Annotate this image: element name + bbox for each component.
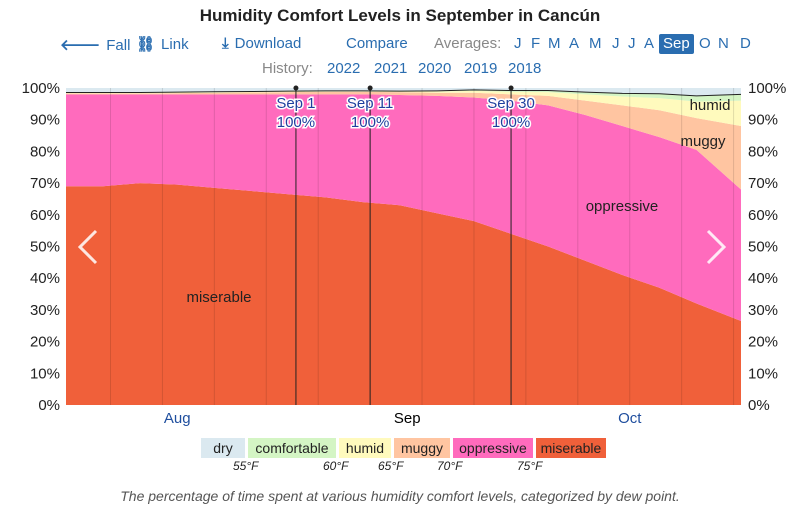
y-tick-label-left: 80%: [30, 143, 60, 160]
x-tick-label-aug: Aug: [164, 410, 191, 427]
legend-tick-70: 70°F: [437, 459, 463, 473]
marker-value-label: 100%: [277, 114, 315, 131]
y-tick-label-left: 90%: [30, 112, 60, 129]
y-tick-label-right: 10%: [748, 365, 778, 382]
y-tick-label-left: 70%: [30, 175, 60, 192]
marker-value-label: 100%: [351, 114, 389, 131]
y-tick-label-right: 30%: [748, 302, 778, 319]
month-may[interactable]: M: [589, 35, 602, 52]
legend-item-humid: humid: [339, 438, 391, 458]
y-tick-label-left: 0%: [38, 397, 60, 414]
history-label: History:: [262, 60, 313, 77]
year-2021[interactable]: 2021: [374, 60, 408, 77]
legend-item-oppressive: oppressive: [453, 438, 533, 458]
month-apr[interactable]: A: [569, 35, 580, 52]
y-tick-label-left: 30%: [30, 302, 60, 319]
averages-label: Averages:: [434, 35, 502, 52]
marker-dot: [367, 85, 373, 91]
area-oppressive: [66, 94, 741, 321]
legend-tick-75: 75°F: [517, 459, 543, 473]
month-jan[interactable]: J: [514, 35, 522, 52]
y-tick-label-right: 70%: [748, 175, 778, 192]
marker-date-label: Sep 1: [276, 95, 315, 112]
link-icon: ⛓: [136, 36, 156, 53]
download-label: Download: [234, 35, 302, 52]
area-label-miserable: miserable: [186, 289, 251, 306]
year-2019[interactable]: 2019: [464, 60, 498, 77]
area-dry: [66, 88, 741, 96]
marker-dot: [508, 85, 514, 91]
y-tick-label-right: 90%: [748, 112, 778, 129]
y-tick-label-left: 60%: [30, 207, 60, 224]
fall-button[interactable]: 🡐 Fall: [60, 35, 130, 54]
download-icon: ⤓: [222, 35, 229, 52]
y-tick-label-left: 50%: [30, 239, 60, 256]
marker-dot: [293, 85, 299, 91]
chart: 0% 0% 10% 10% 20% 20% 30% 30% 40% 40% 50% 50% 60% 60%…: [22, 80, 787, 427]
compare-button[interactable]: Compare: [346, 35, 408, 52]
area-comfortable: [66, 89, 741, 102]
y-tick-label-left: 40%: [30, 270, 60, 287]
y-tick-label-right: 50%: [748, 239, 778, 256]
y-tick-label-right: 0%: [748, 397, 770, 414]
x-tick-label-oct: Oct: [618, 410, 642, 427]
y-tick-label-right: 80%: [748, 143, 778, 160]
caption: The percentage of time spent at various …: [120, 488, 680, 504]
download-button[interactable]: ⤓ Download: [222, 35, 301, 52]
legend-tick-65: 65°F: [378, 459, 404, 473]
month-jul[interactable]: J: [628, 35, 636, 52]
legend-tick-60: 60°F: [323, 459, 349, 473]
area-label-humid: humid: [690, 97, 731, 114]
y-tick-label-left: 20%: [30, 334, 60, 351]
toolbar: 🡐 Fall ⛓ Link ⤓ Download Compare Averages: …: [0, 34, 800, 55]
legend-item-comfortable: comfortable: [248, 438, 336, 458]
area-label-oppressive: oppressive: [586, 198, 659, 215]
arrow-left-icon: 🡐: [60, 37, 101, 54]
next-month-icon[interactable]: [706, 229, 727, 265]
x-tick-label-sep: Sep: [394, 410, 421, 427]
year-2018[interactable]: 2018: [508, 60, 542, 77]
y-tick-label-right: 20%: [748, 334, 778, 351]
legend-tick-55: 55°F: [233, 459, 259, 473]
legend-item-miserable: miserable: [536, 438, 606, 458]
month-oct[interactable]: O: [699, 35, 711, 52]
y-tick-label-left: 100%: [22, 80, 60, 97]
month-mar[interactable]: M: [548, 35, 561, 52]
legend-item-muggy: muggy: [394, 438, 450, 458]
link-button[interactable]: ⛓ Link: [136, 35, 189, 53]
marker-value-label: 100%: [492, 114, 530, 131]
year-2022[interactable]: 2022: [327, 60, 361, 77]
history-bar: History: 2022 2021 2020 2019 2018: [0, 60, 800, 80]
y-tick-label-right: 60%: [748, 207, 778, 224]
marker-date-label: Sep 11: [347, 95, 393, 112]
fall-label: Fall: [106, 37, 131, 54]
link-label: Link: [161, 36, 189, 53]
month-dec[interactable]: D: [740, 35, 751, 52]
area-label-muggy: muggy: [680, 133, 726, 150]
month-sep[interactable]: Sep: [659, 34, 694, 54]
area-miserable: [66, 183, 741, 405]
legend-item-dry: dry: [201, 438, 245, 458]
marker-date-label: Sep 30: [487, 95, 535, 112]
year-2020[interactable]: 2020: [418, 60, 452, 77]
comfort-line: [66, 89, 742, 97]
y-tick-label-right: 100%: [748, 80, 786, 97]
month-jun[interactable]: J: [612, 35, 620, 52]
y-tick-label-left: 10%: [30, 365, 60, 382]
month-aug[interactable]: A: [644, 35, 655, 52]
prev-month-icon[interactable]: [77, 229, 98, 265]
month-nov[interactable]: N: [718, 35, 729, 52]
chart-title: Humidity Comfort Levels in September in …: [199, 6, 601, 25]
y-tick-label-right: 40%: [748, 270, 778, 287]
month-feb[interactable]: F: [531, 35, 541, 52]
